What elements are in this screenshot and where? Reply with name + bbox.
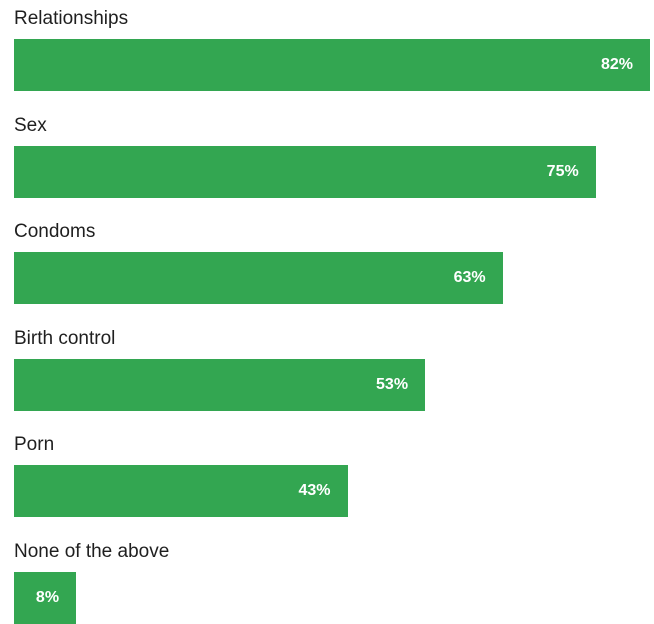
value-label: 43% <box>298 482 331 500</box>
category-label: Relationships <box>14 8 129 29</box>
category-label: Porn <box>14 434 55 456</box>
value-label: 63% <box>453 269 486 287</box>
category-label: None of the above <box>14 541 170 562</box>
bar: 53% <box>14 358 426 411</box>
value-label: 8% <box>35 589 60 606</box>
bar: 8% <box>14 572 77 624</box>
value-label: 53% <box>376 375 409 393</box>
category-label: Birth control <box>14 327 116 349</box>
bar: 82% <box>14 39 650 91</box>
bar: 75% <box>14 145 596 198</box>
category-label: Sex <box>14 114 47 136</box>
bar: 63% <box>14 252 503 305</box>
bar: 43% <box>14 465 348 518</box>
value-label: 82% <box>600 56 633 73</box>
category-label: Condoms <box>14 221 96 243</box>
value-label: 75% <box>546 162 579 180</box>
